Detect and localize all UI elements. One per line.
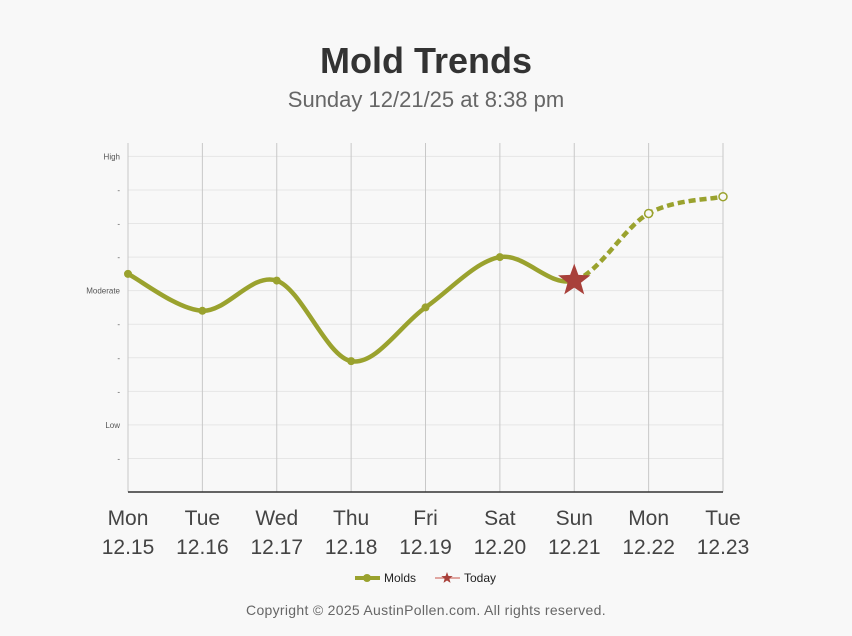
chart-subtitle: Sunday 12/21/25 at 8:38 pm [287, 87, 565, 112]
x-tick-day: Mon [628, 507, 669, 530]
x-tick-date: 12.16 [176, 536, 229, 559]
y-tick-label: - [117, 387, 120, 396]
x-tick-day: Tue [705, 507, 740, 530]
y-tick-label: - [117, 253, 120, 262]
molds-data-point [272, 276, 281, 285]
molds-data-point [495, 253, 504, 262]
copyright-footer: Copyright © 2025 AustinPollen.com. All r… [246, 602, 606, 618]
x-tick-day: Sun [556, 507, 593, 530]
x-tick-day: Tue [185, 507, 220, 530]
x-tick-day: Mon [108, 507, 149, 530]
y-tick-label: - [117, 354, 120, 363]
molds-data-point [718, 191, 728, 202]
legend-today-star-icon [441, 572, 453, 583]
molds-data-point [124, 269, 132, 278]
x-tick-date: 12.22 [622, 536, 675, 559]
x-tick-day: Wed [255, 507, 298, 530]
today-star-marker [558, 263, 591, 295]
y-tick-label: High [104, 152, 120, 161]
x-tick-date: 12.18 [325, 536, 378, 559]
molds-data-point [421, 303, 430, 312]
legend-today-label: Today [464, 571, 496, 585]
molds-data-point [643, 208, 654, 219]
legend-molds-label: Molds [384, 571, 416, 585]
x-tick-date: 12.17 [250, 536, 303, 559]
chart-title: Mold Trends [319, 40, 532, 81]
x-tick-date: 12.19 [399, 536, 452, 559]
y-tick-label: - [117, 454, 120, 463]
x-tick-day: Sat [484, 507, 516, 530]
x-tick-date: 12.23 [697, 536, 750, 559]
y-tick-label: Moderate [86, 287, 120, 296]
y-tick-label: - [117, 186, 120, 195]
y-tick-label: - [117, 220, 120, 229]
y-tick-label: Low [105, 421, 120, 430]
molds-data-point [198, 306, 207, 315]
x-tick-date: 12.21 [548, 536, 601, 559]
legend-molds-marker [363, 574, 371, 582]
x-tick-day: Fri [413, 507, 438, 530]
y-tick-label: - [117, 320, 120, 329]
molds-data-point [347, 357, 356, 366]
x-tick-day: Thu [333, 507, 369, 530]
x-tick-date: 12.15 [102, 536, 155, 559]
x-tick-date: 12.20 [474, 536, 527, 559]
